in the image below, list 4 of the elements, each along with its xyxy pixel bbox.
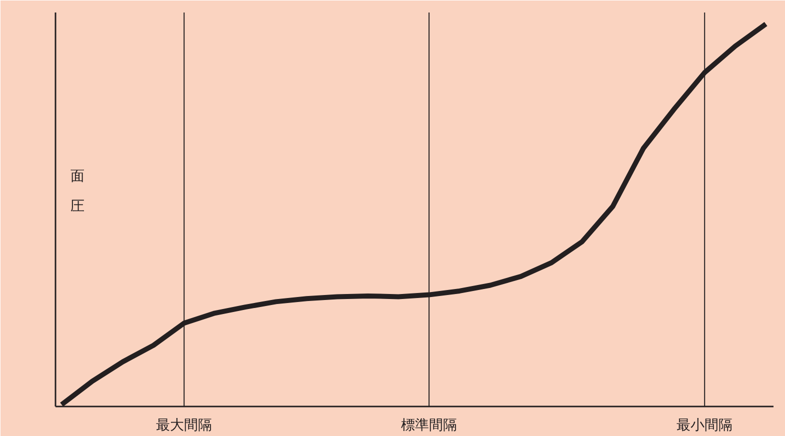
x-tick-label: 最大間隔 <box>156 418 212 434</box>
x-tick-label: 最小間隔 <box>676 418 733 434</box>
x-tick-label: 標準間隔 <box>401 418 458 434</box>
y-axis-title: 面圧 <box>70 168 84 215</box>
